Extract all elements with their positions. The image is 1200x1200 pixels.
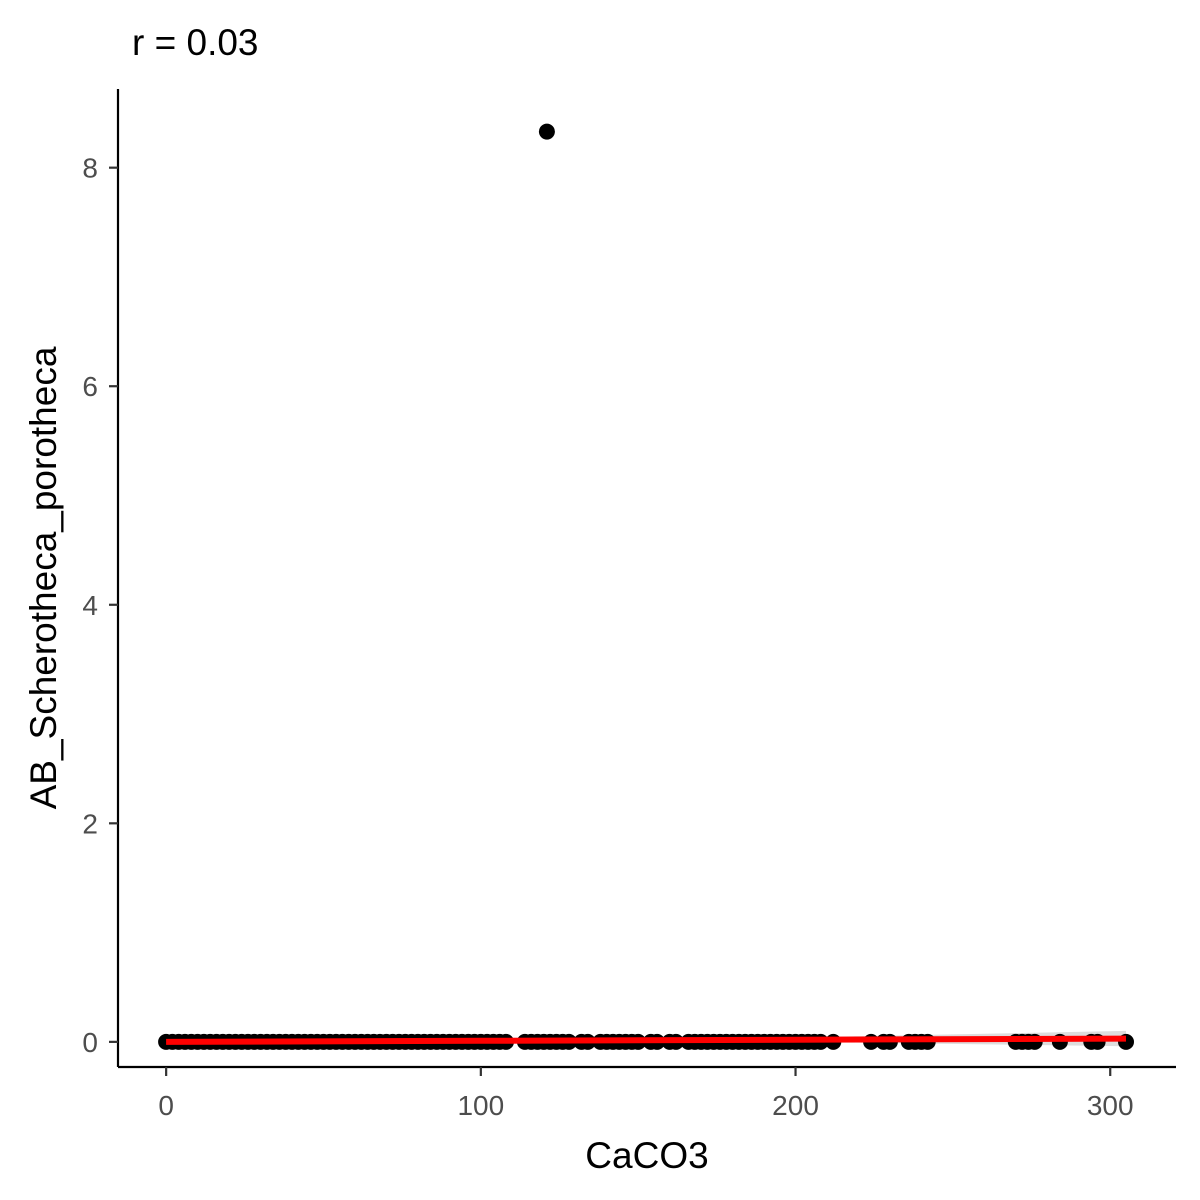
- x-tick-label: 100: [457, 1090, 504, 1121]
- x-tick-label: 200: [772, 1090, 819, 1121]
- x-tick-label: 0: [158, 1090, 174, 1121]
- plot-title: r = 0.03: [132, 22, 259, 63]
- y-axis-title: AB_Scherotheca_porotheca: [23, 346, 64, 809]
- y-axis-ticks: 0 2 4 6 8: [82, 153, 118, 1058]
- y-tick-label: 2: [82, 808, 98, 839]
- y-tick-label: 0: [82, 1027, 98, 1058]
- x-axis-title: CaCO3: [585, 1135, 708, 1176]
- trend-line: [166, 1035, 1127, 1045]
- x-axis-ticks: 0 100 200 300: [158, 1067, 1134, 1121]
- y-tick-label: 4: [82, 590, 98, 621]
- data-point: [538, 123, 555, 140]
- x-tick-label: 300: [1087, 1090, 1134, 1121]
- trend-line-layer: [166, 1035, 1127, 1045]
- y-tick-label: 8: [82, 153, 98, 184]
- points-layer: [158, 123, 1134, 1050]
- y-tick-label: 6: [82, 371, 98, 402]
